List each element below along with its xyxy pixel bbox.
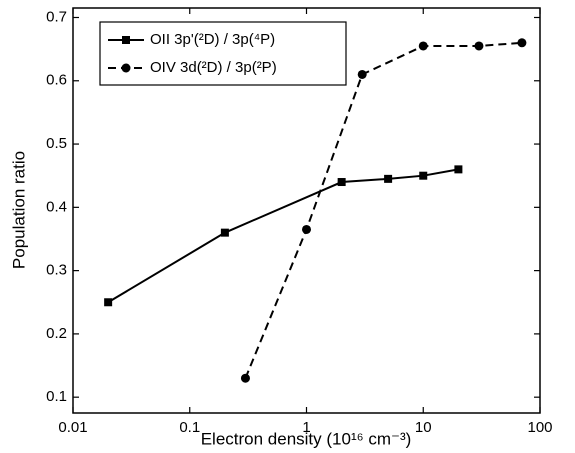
marker xyxy=(517,38,527,48)
marker xyxy=(474,41,484,51)
y-tick-label: 0.4 xyxy=(46,198,67,215)
legend-label: OII 3p'(²D) / 3p(⁴P) xyxy=(150,31,275,48)
series-line xyxy=(244,41,522,379)
marker xyxy=(418,41,428,51)
marker xyxy=(302,224,311,234)
marker xyxy=(454,165,463,174)
marker xyxy=(240,373,250,383)
x-tick-label: 1 xyxy=(302,419,310,436)
marker xyxy=(337,178,346,187)
marker xyxy=(384,174,393,183)
x-tick-label: 0.1 xyxy=(179,419,200,436)
marker xyxy=(357,69,367,79)
y-axis-title: Population ratio xyxy=(9,151,28,269)
legend-box xyxy=(99,21,347,86)
legend-marker xyxy=(122,36,130,44)
legend-label: OIV 3d(²D) / 3p(²P) xyxy=(150,59,277,76)
marker xyxy=(419,171,428,180)
x-tick-label: 0.01 xyxy=(58,419,87,436)
y-tick-label: 0.2 xyxy=(46,325,67,342)
series-line xyxy=(107,168,459,304)
y-tick-label: 0.1 xyxy=(46,388,67,405)
x-axis-title: Electron density (10¹⁶ cm⁻³) xyxy=(201,429,412,448)
x-tick-label: 100 xyxy=(527,419,552,436)
marker xyxy=(220,228,229,237)
legend-marker xyxy=(121,63,131,73)
y-tick-label: 0.3 xyxy=(46,262,67,279)
y-tick-label: 0.7 xyxy=(46,8,67,25)
y-tick-label: 0.5 xyxy=(46,135,67,152)
x-tick-label: 10 xyxy=(415,419,432,436)
y-tick-label: 0.6 xyxy=(46,72,67,89)
marker xyxy=(104,298,113,307)
